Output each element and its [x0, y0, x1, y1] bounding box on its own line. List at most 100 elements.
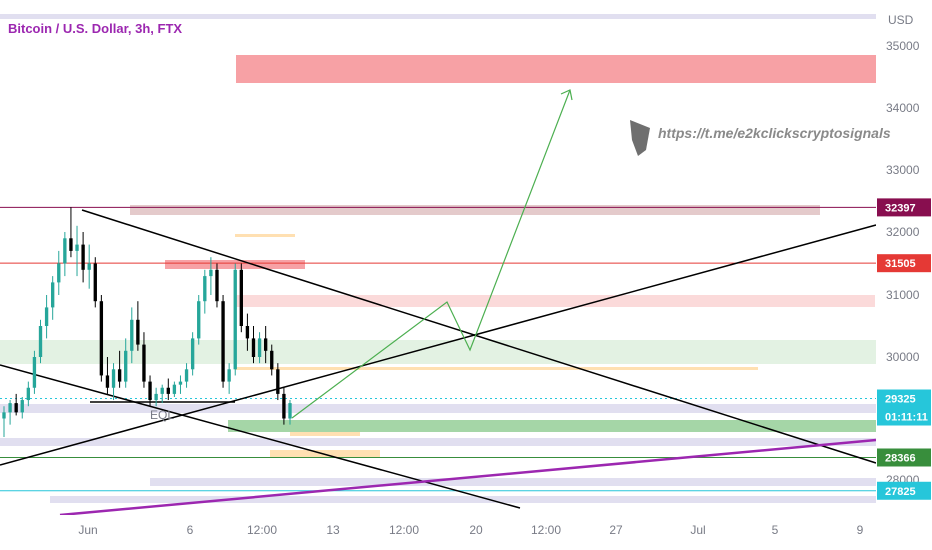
watermark[interactable]: https://t.me/e2kclickscryptosignals	[630, 120, 891, 156]
candle	[166, 378, 170, 401]
y-tick-label: 30000	[886, 350, 920, 364]
y-tick-label: 33000	[886, 163, 920, 177]
price-badge-bg	[877, 254, 931, 273]
candle-layer	[2, 207, 292, 437]
candle	[32, 350, 37, 394]
candle-body	[251, 338, 256, 357]
candle	[2, 406, 6, 437]
candle	[117, 350, 122, 388]
candle	[57, 250, 61, 295]
price-badge: 32397	[877, 198, 931, 217]
candle	[81, 232, 85, 283]
candle	[38, 319, 43, 364]
candle	[288, 400, 292, 425]
candle-body	[75, 244, 79, 251]
candle-body	[124, 350, 128, 382]
price-badge: 31505	[877, 254, 931, 273]
x-tick-label: 12:00	[389, 523, 419, 537]
candle-body	[130, 319, 134, 351]
downtrend-lower	[0, 364, 521, 509]
uptrend-line	[0, 224, 877, 466]
candle-body	[154, 393, 158, 401]
candle-body	[136, 319, 140, 345]
candle-body	[239, 269, 243, 326]
projection-path	[291, 89, 571, 419]
candle-body	[93, 263, 97, 302]
x-tick-label: 20	[469, 523, 483, 537]
price-axis-bg	[876, 0, 932, 550]
candle-body	[215, 269, 219, 302]
candle-body	[263, 338, 268, 351]
annotation-layer: EQL	[150, 408, 174, 422]
price-badge-bg	[877, 448, 931, 467]
candle	[136, 301, 140, 351]
candle-body	[14, 403, 18, 413]
chart-title: Bitcoin / U.S. Dollar, 3h, FTX	[8, 21, 182, 36]
price-badge-countdown: 01:11:11	[885, 412, 928, 424]
candle	[215, 263, 219, 308]
candle-body	[63, 238, 67, 264]
candle	[87, 244, 91, 289]
candle	[263, 326, 268, 364]
watermark-link[interactable]: https://t.me/e2kclickscryptosignals	[658, 125, 891, 141]
y-tick-label: 31000	[886, 288, 920, 302]
axis-unit-label: USD	[888, 13, 914, 27]
y-tick-label: 35000	[886, 39, 920, 53]
candle	[14, 393, 18, 416]
candle	[209, 257, 213, 295]
x-tick-label: 13	[326, 523, 340, 537]
candle	[75, 225, 79, 277]
orange-level-1	[235, 367, 758, 370]
candle	[227, 363, 231, 394]
candle-body	[20, 400, 24, 413]
y-tick-label: 34000	[886, 101, 920, 115]
candle-body	[87, 263, 91, 270]
candle	[190, 332, 195, 376]
orange-level-4	[235, 234, 295, 237]
x-tick-label: Jun	[78, 523, 97, 537]
price-badge-label: 32397	[885, 202, 916, 214]
candle-body	[32, 357, 37, 388]
supply-zone-upper	[236, 55, 876, 83]
purple-trendline	[59, 438, 877, 517]
candle	[63, 232, 67, 277]
candle	[239, 263, 243, 333]
candle-body	[233, 269, 237, 370]
candle	[282, 387, 286, 425]
candle-body	[26, 387, 31, 401]
band-28k	[150, 478, 876, 486]
candle-body	[227, 369, 231, 382]
x-tick-label: 12:00	[531, 523, 561, 537]
candle-body	[178, 381, 183, 385]
price-badge-label: 31505	[885, 258, 916, 270]
candle	[233, 263, 237, 376]
candle-body	[148, 381, 152, 401]
band-29k	[0, 404, 876, 413]
price-badge: 29325 01:11:11	[877, 389, 931, 426]
candle-body	[288, 403, 292, 419]
supply-zone-32k	[130, 205, 820, 215]
candle	[20, 396, 24, 419]
candle-body	[160, 387, 164, 394]
orange-level-2	[290, 432, 360, 436]
candle-body	[38, 326, 43, 357]
price-badge-bg	[877, 198, 931, 217]
band-27-8k	[50, 496, 876, 503]
candle	[69, 207, 73, 258]
candle	[130, 307, 134, 364]
candle-body	[8, 403, 12, 413]
candle	[142, 332, 146, 388]
y-tick-label: 32000	[886, 225, 920, 239]
projection-arrowhead	[560, 89, 573, 101]
candle	[99, 295, 104, 382]
price-badge-bg	[877, 389, 931, 426]
time-axis: Jun 6 12:00 13 12:00 20 12:00 27 Jul 5 9	[0, 515, 876, 550]
candle	[93, 257, 97, 308]
trendline-layer	[0, 89, 877, 517]
candle-body	[184, 369, 189, 382]
x-tick-label: 27	[609, 523, 623, 537]
candle-body	[111, 369, 116, 388]
band-28-5k	[0, 438, 876, 446]
candle	[105, 357, 110, 394]
